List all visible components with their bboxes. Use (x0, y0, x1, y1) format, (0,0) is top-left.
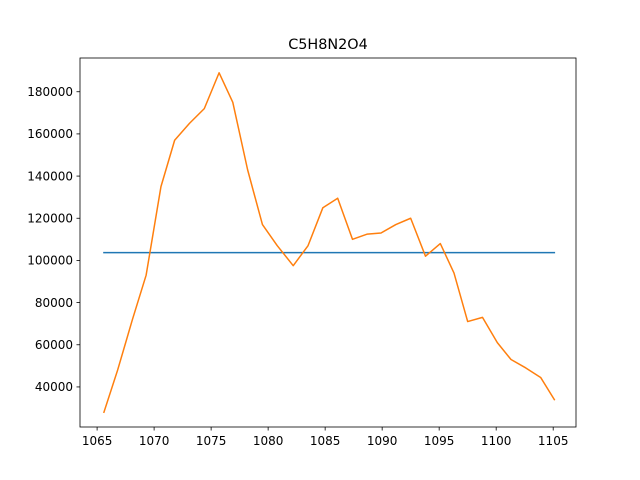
x-tick-label: 1085 (310, 434, 341, 448)
axes-layer: 1065 1070 1075 1080 1085 1090 1095 1100 1105 4000… (27, 57, 577, 448)
x-tick-label: 1105 (538, 434, 569, 448)
y-tick-label: 120000 (27, 212, 73, 226)
chart-title: C5H8N2O4 (288, 37, 368, 53)
y-tick-label: 160000 (27, 127, 73, 141)
y-tick-label: 80000 (35, 296, 73, 310)
y-tick-label: 180000 (27, 85, 73, 99)
y-tick-label: 140000 (27, 169, 73, 183)
x-tick-label: 1065 (82, 434, 113, 448)
x-tick-label: 1080 (253, 434, 284, 448)
x-tick-label: 1070 (139, 434, 170, 448)
series-layer (102, 72, 556, 414)
series-line-2 (102, 72, 556, 414)
x-tick-label: 1090 (367, 434, 398, 448)
y-tick-label: 100000 (27, 254, 73, 268)
y-tick-label: 60000 (35, 338, 73, 352)
plot-frame (79, 57, 577, 428)
x-tick-label: 1100 (481, 434, 512, 448)
x-tick-label: 1095 (424, 434, 455, 448)
x-tick-label: 1075 (196, 434, 227, 448)
y-tick-label: 40000 (35, 380, 73, 394)
